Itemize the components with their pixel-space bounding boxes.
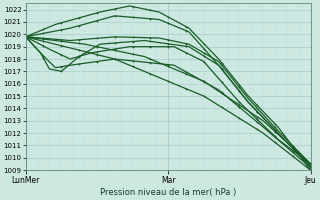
X-axis label: Pression niveau de la mer( hPa ): Pression niveau de la mer( hPa ) xyxy=(100,188,236,197)
